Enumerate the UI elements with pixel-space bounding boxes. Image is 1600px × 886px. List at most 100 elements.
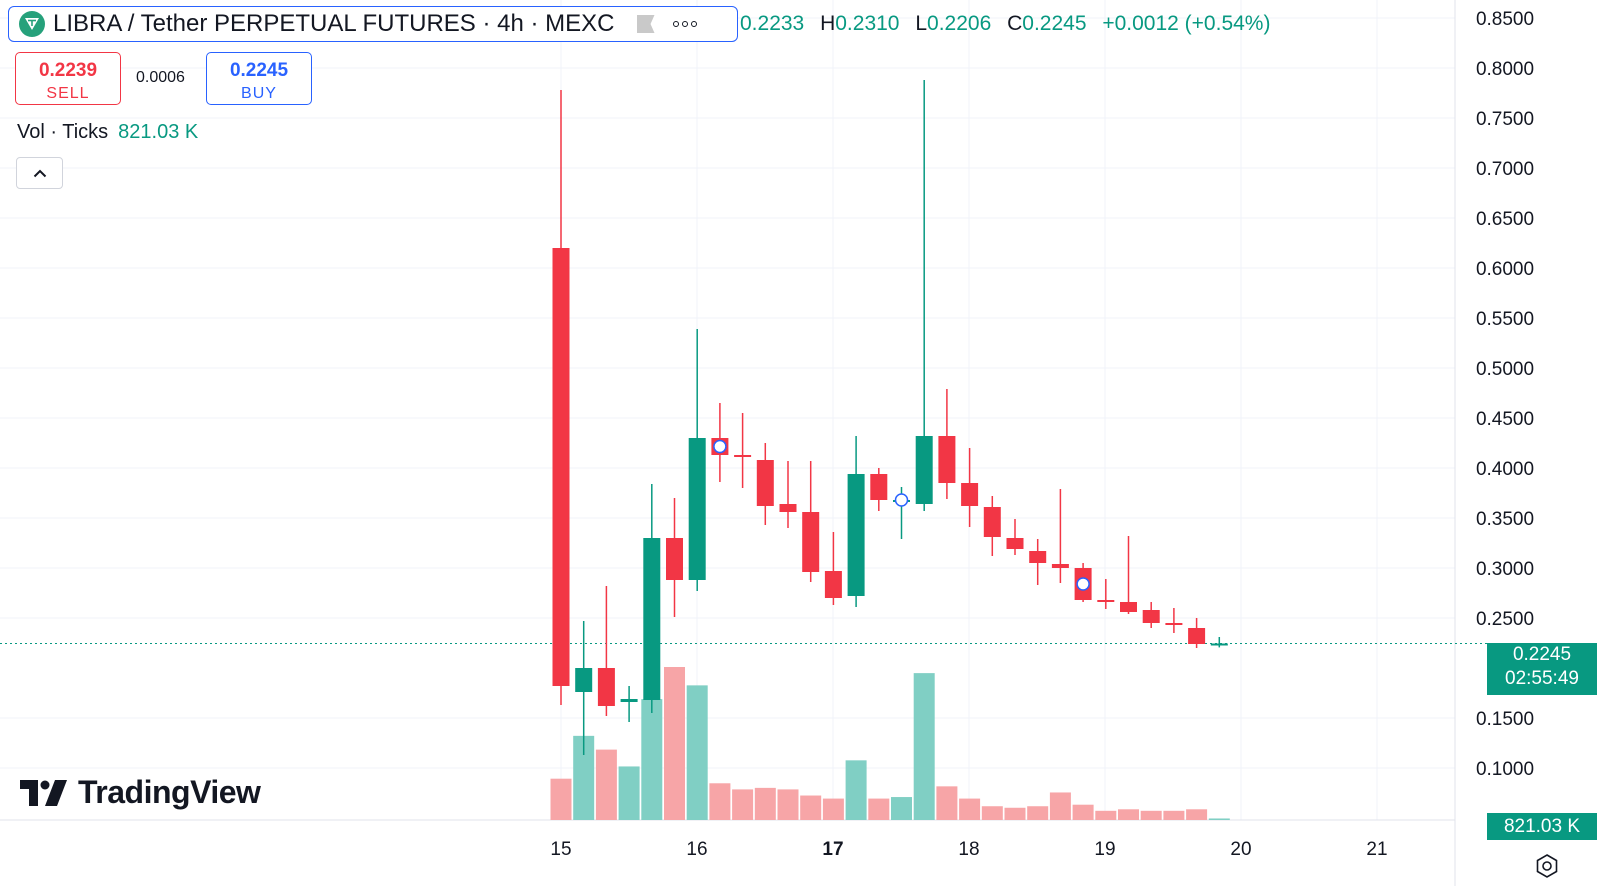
- ohlc-legend: 0.2233 H0.2310 L0.2206 C0.2245 +0.0012 (…: [740, 12, 1270, 36]
- candle: [734, 413, 752, 488]
- candle-body: [1142, 610, 1160, 623]
- candle: [983, 496, 1001, 556]
- volume-bar: [1186, 809, 1208, 820]
- candle: [688, 329, 706, 591]
- candle-body: [666, 538, 683, 580]
- collapse-legend-button[interactable]: [16, 157, 63, 189]
- sell-label: SELL: [46, 85, 90, 102]
- libra-coin-icon: [19, 11, 45, 37]
- buy-price: 0.2245: [229, 60, 289, 81]
- time-tick-label: 20: [1230, 839, 1251, 860]
- candle: [1051, 489, 1069, 583]
- price-tick-label: 0.4500: [1476, 409, 1534, 430]
- candle: [824, 532, 842, 605]
- volume-legend[interactable]: Vol · Ticks 821.03 K: [17, 121, 198, 144]
- chart-grid: [0, 0, 1487, 886]
- candle: [552, 90, 570, 705]
- candle: [961, 448, 979, 527]
- candle: [938, 389, 956, 499]
- close-key: C: [1007, 12, 1023, 35]
- volume-bar: [1140, 810, 1162, 820]
- tradingview-logo[interactable]: TradingView: [20, 774, 261, 811]
- chevron-up-icon: [33, 169, 46, 177]
- volume-bar: [754, 787, 776, 820]
- price-tick-label: 0.6000: [1476, 259, 1534, 280]
- volume-bar: [959, 798, 981, 820]
- symbol-title: LIBRA / Tether PERPETUAL FUTURES · 4h · …: [53, 10, 615, 37]
- volume-bar: [1163, 810, 1185, 820]
- time-axis[interactable]: 15 16 17 18 19 20 21: [550, 839, 1387, 860]
- event-marker-icon: [713, 439, 727, 454]
- candle: [802, 461, 820, 582]
- time-tick-label: 19: [1094, 839, 1115, 860]
- price-tick-label: 0.1500: [1476, 709, 1534, 730]
- volume-bar: [641, 699, 663, 820]
- candle-body: [620, 699, 638, 702]
- volume-bar: [1049, 792, 1071, 820]
- buy-button[interactable]: 0.2245 BUY: [206, 52, 312, 105]
- candle: [1120, 536, 1137, 614]
- close-value: 0.2245: [1022, 12, 1087, 35]
- price-tick-label: 0.4000: [1476, 459, 1534, 480]
- candle: [597, 586, 615, 716]
- time-tick-label: 15: [550, 839, 571, 860]
- volume-bar: [550, 778, 572, 820]
- volume-bar: [686, 685, 708, 820]
- price-tick-label: 0.1000: [1476, 759, 1534, 780]
- low-value: 0.2206: [927, 12, 992, 35]
- candle: [870, 468, 888, 511]
- volume-value: 821.03 K: [118, 121, 199, 143]
- volume-bar: [868, 798, 890, 820]
- candle-body: [688, 438, 706, 580]
- high-value: 0.2310: [835, 12, 900, 35]
- price-tick-label: 0.3000: [1476, 559, 1534, 580]
- volume-bar: [913, 673, 935, 820]
- volume-label: Vol · Ticks: [17, 121, 109, 143]
- price-tick-label: 0.5000: [1476, 359, 1534, 380]
- volume-bar: [595, 749, 617, 820]
- candle-body: [643, 538, 661, 700]
- volume-tag: 821.03 K: [1487, 813, 1597, 840]
- low-key: L: [915, 12, 928, 35]
- price-axis[interactable]: 0.8500 0.8000 0.7500 0.7000 0.6500 0.6000 0.55…: [1476, 9, 1534, 780]
- candle-body: [756, 460, 774, 506]
- last-price-tag: 0.2245 02:55:49: [1487, 643, 1597, 695]
- symbol-header[interactable]: LIBRA / Tether PERPETUAL FUTURES · 4h · …: [8, 6, 738, 42]
- volume-bar: [845, 760, 867, 820]
- candle: [1188, 618, 1206, 648]
- volume-bar: [732, 789, 754, 820]
- last-price: 0.2245: [1512, 644, 1572, 665]
- sell-price: 0.2239: [38, 60, 98, 81]
- candle-body: [983, 507, 1001, 537]
- sell-button[interactable]: 0.2239 SELL: [15, 52, 121, 105]
- tradingview-logo-icon: [20, 779, 67, 806]
- volume-bar: [891, 797, 912, 820]
- volume-bar: [1072, 804, 1094, 820]
- price-tick-label: 0.6500: [1476, 209, 1534, 230]
- spread-value: 0.0006: [136, 69, 185, 86]
- candle: [779, 461, 797, 528]
- flag-icon[interactable]: [636, 15, 655, 33]
- volume-bar: [709, 783, 731, 820]
- price-tick-label: 0.8500: [1476, 9, 1534, 30]
- price-tick-label: 0.2500: [1476, 609, 1534, 630]
- candle-body: [1120, 602, 1137, 612]
- candle-body: [1006, 538, 1024, 549]
- volume-bar: [664, 667, 685, 820]
- candle: [847, 436, 865, 607]
- volume-bars: [550, 667, 1230, 820]
- candle-body: [1165, 623, 1183, 625]
- candle-body: [1051, 564, 1069, 568]
- settings-icon[interactable]: [1534, 853, 1560, 879]
- logo-text: TradingView: [78, 774, 261, 810]
- price-tick-label: 0.7000: [1476, 159, 1534, 180]
- candle-body: [915, 436, 933, 504]
- candle: [756, 443, 774, 525]
- candle-body: [870, 474, 888, 500]
- time-tick-label: 16: [686, 839, 707, 860]
- candle-body: [824, 571, 842, 598]
- volume-bar: [800, 795, 822, 820]
- more-options-icon[interactable]: [672, 21, 697, 27]
- candle: [1210, 637, 1228, 648]
